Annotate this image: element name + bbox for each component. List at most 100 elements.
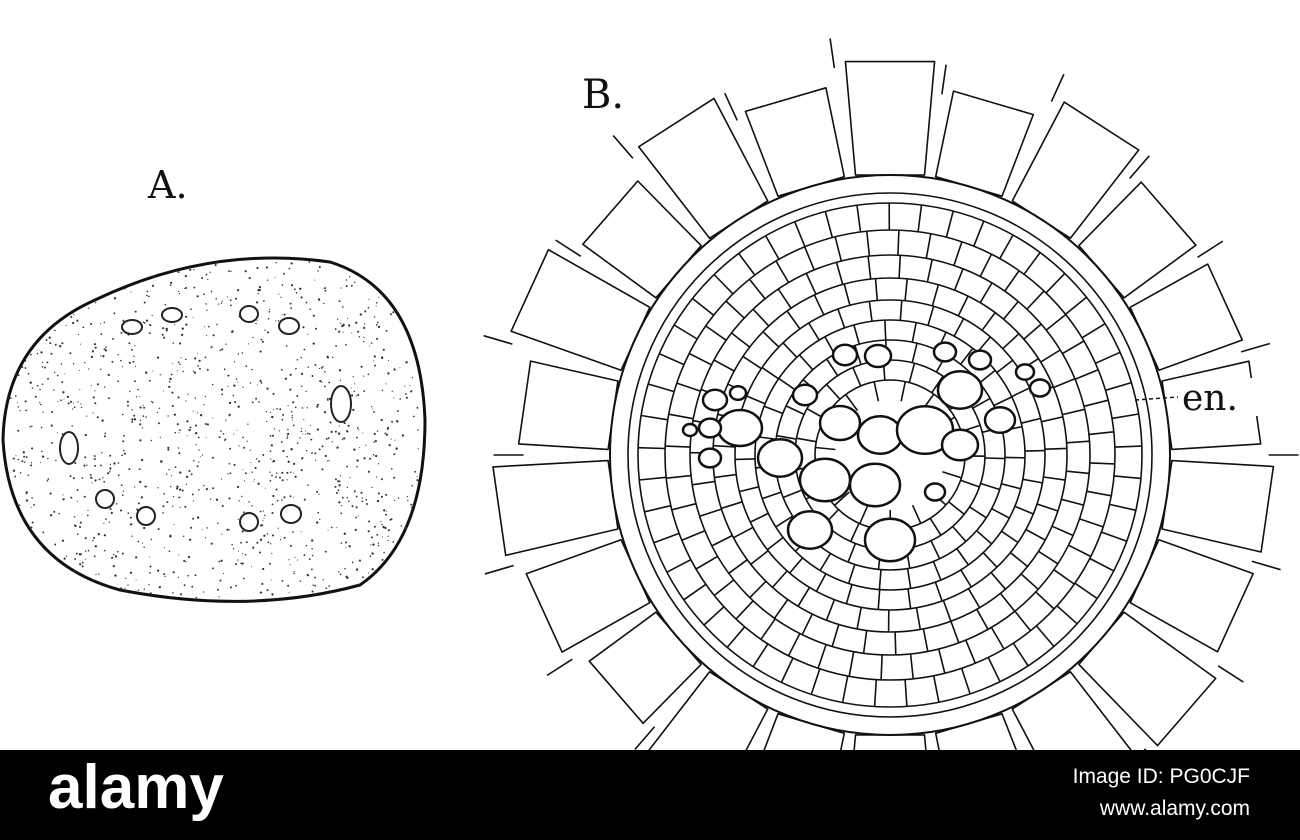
stipple-dot	[385, 513, 387, 516]
cell-wall	[1002, 333, 1020, 350]
stipple-dot	[269, 480, 272, 482]
stipple-dot	[219, 349, 222, 352]
stipple-dot	[181, 489, 184, 492]
cell-wall	[817, 644, 827, 669]
cell-wall	[1035, 625, 1055, 647]
stipple-dot	[196, 516, 200, 519]
stipple-dot	[30, 353, 32, 356]
stipple-dot	[135, 579, 137, 581]
stipple-dot	[363, 457, 366, 460]
stipple-dot	[72, 362, 75, 365]
cell-wall	[766, 536, 784, 551]
stipple-dot	[190, 526, 193, 529]
stipple-dot	[24, 360, 27, 362]
stipple-dot	[293, 572, 295, 575]
stipple-dot	[377, 542, 380, 544]
stipple-dot	[307, 333, 309, 335]
stipple-dot	[113, 462, 116, 465]
stipple-dot	[172, 496, 175, 498]
cell-wall	[801, 613, 814, 636]
stipple-dot	[405, 361, 408, 364]
stipple-dot	[293, 472, 295, 474]
stipple-dot	[255, 301, 259, 304]
stipple-dot	[241, 530, 244, 533]
stipple-dot	[307, 366, 310, 368]
cell-wall	[899, 300, 903, 321]
stipple-dot	[158, 407, 161, 410]
stipple-dot	[355, 395, 357, 397]
stipple-dot	[338, 330, 341, 333]
cell-wall	[731, 332, 751, 348]
stipple-dot	[294, 288, 296, 291]
stipple-dot	[256, 266, 259, 270]
stipple-dot	[94, 464, 96, 467]
stipple-dot	[416, 475, 418, 478]
stipple-dot	[163, 492, 166, 495]
stipple-dot	[242, 386, 244, 388]
stipple-dot	[338, 501, 341, 504]
stipple-dot	[145, 371, 148, 374]
stipple-dot	[279, 539, 282, 541]
stipple-dot	[378, 296, 380, 298]
vessel	[848, 462, 902, 508]
stipple-dot	[294, 475, 297, 478]
stipple-dot	[168, 385, 171, 388]
stipple-dot	[289, 495, 292, 498]
stipple-dot	[311, 375, 314, 377]
stipple-dot	[241, 352, 244, 354]
cell-wall	[728, 559, 748, 574]
stipple	[10, 261, 419, 601]
cell-wall	[1041, 416, 1064, 423]
stipple-dot	[327, 529, 329, 531]
cell-wall	[749, 512, 769, 523]
stipple-dot	[163, 573, 166, 576]
stipple-dot	[83, 464, 86, 467]
stipple-dot	[21, 366, 24, 368]
stipple-dot	[276, 408, 278, 410]
stipple-dot	[193, 371, 197, 374]
cell-wall	[1012, 642, 1029, 667]
stipple-dot	[202, 454, 204, 456]
cell-wall	[775, 260, 790, 284]
stipple-dot	[365, 502, 369, 506]
stipple-dot	[266, 589, 269, 592]
stipple-dot	[311, 548, 313, 550]
stipple-dot	[96, 383, 99, 386]
stipple-dot	[318, 298, 320, 300]
stipple-dot	[195, 596, 198, 599]
vessel	[831, 343, 859, 367]
vessel	[983, 406, 1017, 434]
stipple-dot	[300, 296, 303, 299]
stipple-dot	[62, 498, 65, 501]
stipple-dot	[348, 500, 350, 503]
stipple-dot	[229, 304, 232, 307]
stipple-dot	[186, 420, 189, 423]
stipple-dot	[356, 459, 359, 462]
cell-wall	[782, 342, 798, 358]
stipple-dot	[120, 359, 122, 362]
stipple-dot	[174, 431, 177, 434]
stipple-dot	[232, 394, 235, 397]
stipple-dot	[253, 480, 255, 482]
stipple-dot	[309, 424, 311, 427]
stipple-dot	[355, 516, 357, 519]
stipple-dot	[161, 333, 164, 336]
stipple-dot	[352, 375, 354, 378]
stipple-dot	[143, 322, 146, 324]
stipple-dot	[381, 536, 383, 538]
bundle	[280, 504, 302, 524]
stipple-dot	[319, 380, 322, 383]
stipple-dot	[377, 325, 381, 329]
cell-wall	[833, 491, 850, 506]
stipple-dot	[121, 494, 124, 496]
stipple-dot	[290, 307, 292, 310]
stipple-dot	[394, 499, 396, 502]
stipple-dot	[90, 355, 94, 359]
cell-wall	[984, 457, 1005, 460]
stipple-dot	[409, 384, 411, 386]
stipple-dot	[104, 349, 108, 352]
stipple-dot	[370, 342, 373, 344]
stipple-dot	[287, 405, 289, 407]
stipple-dot	[352, 408, 355, 412]
stipple-dot	[346, 430, 349, 433]
